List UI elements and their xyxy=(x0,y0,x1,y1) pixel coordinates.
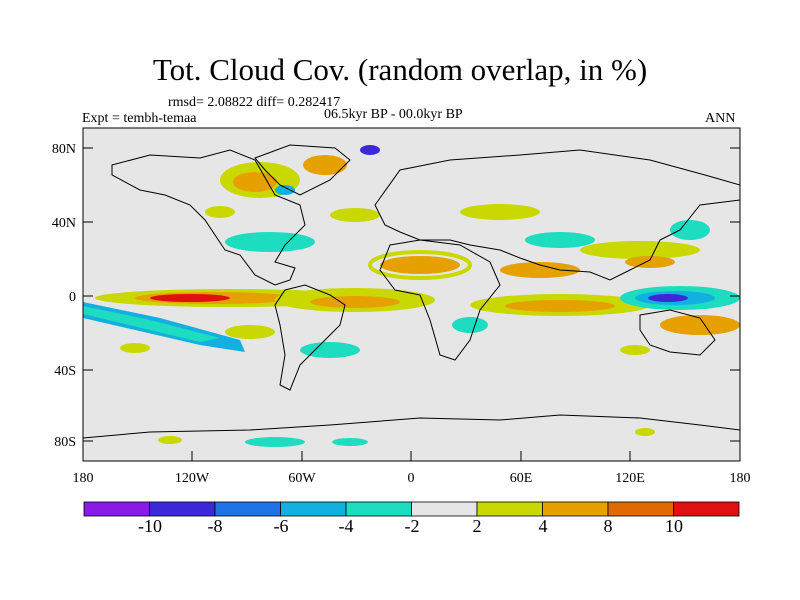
y-tick-label: 40N xyxy=(52,216,76,231)
coastlines xyxy=(83,144,740,439)
y-tick-label: 0 xyxy=(69,290,76,305)
colorbar-swatch xyxy=(280,501,347,517)
y-tick-label: 40S xyxy=(54,364,76,379)
experiment-label: Expt = tembh-temaa xyxy=(82,111,197,126)
colorbar-swatch xyxy=(411,501,478,517)
anomaly-field xyxy=(83,145,740,447)
colorbar-swatch xyxy=(149,501,216,517)
y-axis-ticks xyxy=(83,147,740,442)
colorbar-swatch xyxy=(607,501,674,517)
y-tick-label: 80N xyxy=(52,142,76,157)
colorbar-swatch xyxy=(673,501,740,517)
colorbar-label: -8 xyxy=(207,516,223,536)
colorbar-label: 10 xyxy=(665,516,683,536)
period-label: 06.5kyr BP - 00.0kyr BP xyxy=(324,107,463,122)
colorbar-swatch xyxy=(476,501,543,517)
x-tick-label: 180 xyxy=(73,471,94,486)
y-tick-label: 80S xyxy=(54,435,76,450)
x-tick-label: 60E xyxy=(510,471,533,486)
colorbar-label: -6 xyxy=(273,516,289,536)
colorbar xyxy=(83,501,740,517)
colorbar-label: 4 xyxy=(538,516,548,536)
colorbar-swatch xyxy=(345,501,412,517)
colorbar-label: 8 xyxy=(603,516,613,536)
colorbar-swatch xyxy=(83,501,150,517)
colorbar-label: -10 xyxy=(138,516,162,536)
colorbar-label: 2 xyxy=(472,516,482,536)
stats-text: rmsd= 2.08822 diff= 0.282417 xyxy=(168,95,341,110)
colorbar-swatch xyxy=(214,501,281,517)
colorbar-label: -4 xyxy=(338,516,354,536)
x-tick-label: 60W xyxy=(288,471,316,486)
plot-title: Tot. Cloud Cov. (random overlap, in %) xyxy=(152,52,648,87)
season-label: ANN xyxy=(705,111,736,126)
x-axis-ticks xyxy=(191,451,631,461)
x-tick-label: 120E xyxy=(615,471,645,486)
x-tick-label: 120W xyxy=(175,471,210,486)
x-tick-label: 180 xyxy=(730,471,751,486)
colorbar-label: -2 xyxy=(404,516,420,536)
x-tick-label: 0 xyxy=(408,471,415,486)
colorbar-swatch xyxy=(542,501,609,517)
